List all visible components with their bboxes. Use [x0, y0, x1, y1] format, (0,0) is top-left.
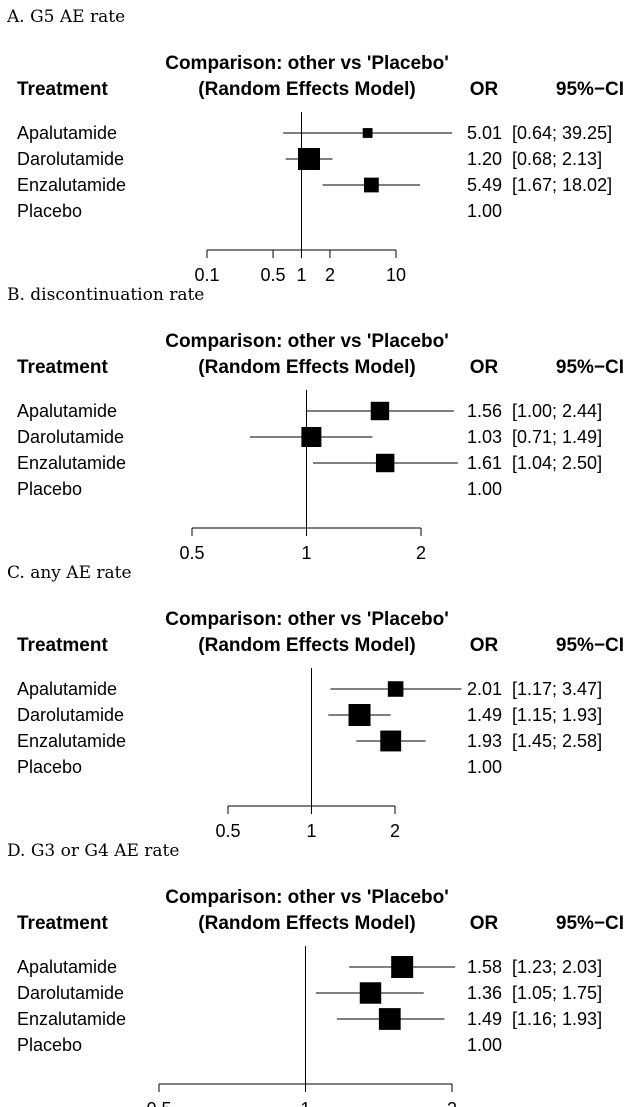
or-value: 1.49 [467, 705, 502, 725]
panel-title: B. discontinuation rate [7, 285, 204, 305]
or-value: 1.00 [467, 1035, 502, 1055]
treatment-column-header: Treatment [17, 79, 108, 100]
comparison-header: Comparison: other vs 'Placebo' [165, 331, 449, 352]
or-value: 1.49 [467, 1009, 502, 1029]
or-value: 1.20 [467, 149, 502, 169]
or-point-box [378, 1008, 401, 1030]
treatment-label: Apalutamide [17, 123, 117, 143]
or-column-header: OR [470, 79, 499, 100]
or-point-box [370, 401, 390, 421]
comparison-header: Comparison: other vs 'Placebo' [165, 609, 449, 630]
ci-column-header: 95%−CI [556, 913, 624, 934]
model-header: (Random Effects Model) [198, 357, 415, 378]
or-point-box [359, 982, 382, 1004]
treatment-column-header: Treatment [17, 357, 108, 378]
or-value: 2.01 [467, 679, 502, 699]
or-value: 1.56 [467, 401, 502, 421]
or-column-header: OR [470, 635, 499, 656]
treatment-label: Placebo [17, 757, 82, 777]
x-tick-label: 0.5 [261, 265, 286, 285]
x-tick-label: 2 [390, 821, 400, 841]
model-header: (Random Effects Model) [198, 79, 415, 100]
treatment-label: Placebo [17, 1035, 82, 1055]
or-value: 1.58 [467, 957, 502, 977]
treatment-label: Darolutamide [17, 149, 124, 169]
ci-column-header: 95%−CI [556, 79, 624, 100]
treatment-column-header: Treatment [17, 913, 108, 934]
or-value: 5.49 [467, 175, 502, 195]
ci-value: [1.00; 2.44] [512, 401, 602, 421]
x-tick-label: 1 [296, 265, 306, 285]
x-tick-label: 2 [447, 1099, 457, 1107]
or-value: 1.61 [467, 453, 502, 473]
or-value: 1.00 [467, 479, 502, 499]
x-tick-label: 2 [416, 543, 426, 563]
x-tick-label: 0.1 [194, 265, 219, 285]
comparison-header: Comparison: other vs 'Placebo' [165, 53, 449, 74]
treatment-label: Enzalutamide [17, 1009, 126, 1029]
x-tick-label: 1 [301, 543, 311, 563]
treatment-label: Apalutamide [17, 957, 117, 977]
x-tick-label: 2 [325, 265, 335, 285]
or-point-box [297, 148, 320, 170]
panel-title: C. any AE rate [7, 563, 132, 583]
ci-value: [1.45; 2.58] [512, 731, 602, 751]
or-point-box [387, 681, 404, 697]
treatment-column-header: Treatment [17, 635, 108, 656]
x-tick-label: 0.5 [146, 1099, 171, 1107]
or-column-header: OR [470, 913, 499, 934]
or-point-box [391, 956, 414, 978]
ci-column-header: 95%−CI [556, 635, 624, 656]
or-column-header: OR [470, 357, 499, 378]
x-tick-label: 0.5 [215, 821, 240, 841]
model-header: (Random Effects Model) [198, 913, 415, 934]
panel-title: D. G3 or G4 AE rate [7, 841, 179, 861]
x-tick-label: 10 [386, 265, 406, 285]
forest-panel: D. G3 or G4 AE rate Comparison: other vs … [7, 841, 624, 1107]
or-value: 1.00 [467, 201, 502, 221]
treatment-label: Placebo [17, 201, 82, 221]
treatment-label: Apalutamide [17, 679, 117, 699]
or-point-box [348, 704, 371, 726]
treatment-label: Darolutamide [17, 983, 124, 1003]
or-value: 1.00 [467, 757, 502, 777]
treatment-label: Enzalutamide [17, 175, 126, 195]
ci-value: [1.16; 1.93] [512, 1009, 602, 1029]
panel-title: A. G5 AE rate [6, 7, 125, 27]
ci-value: [1.04; 2.50] [512, 453, 602, 473]
or-value: 1.36 [467, 983, 502, 1003]
treatment-label: Apalutamide [17, 401, 117, 421]
or-value: 5.01 [467, 123, 502, 143]
treatment-label: Darolutamide [17, 705, 124, 725]
ci-value: [1.15; 1.93] [512, 705, 602, 725]
ci-value: [1.67; 18.02] [512, 175, 612, 195]
ci-value: [1.23; 2.03] [512, 957, 602, 977]
forest-panel: B. discontinuation rate Comparison: other… [7, 285, 624, 563]
treatment-label: Enzalutamide [17, 731, 126, 751]
or-value: 1.93 [467, 731, 502, 751]
or-point-box [301, 427, 322, 447]
or-point-box [362, 128, 373, 138]
treatment-label: Enzalutamide [17, 453, 126, 473]
ci-column-header: 95%−CI [556, 357, 624, 378]
ci-value: [0.68; 2.13] [512, 149, 602, 169]
comparison-header: Comparison: other vs 'Placebo' [165, 887, 449, 908]
x-tick-label: 1 [306, 821, 316, 841]
ci-value: [1.17; 3.47] [512, 679, 602, 699]
ci-value: [0.64; 39.25] [512, 123, 612, 143]
or-point-box [375, 453, 395, 473]
x-tick-label: 1 [300, 1099, 310, 1107]
model-header: (Random Effects Model) [198, 635, 415, 656]
ci-value: [0.71; 1.49] [512, 427, 602, 447]
forest-panel: A. G5 AE rate Comparison: other vs 'Place… [6, 7, 624, 285]
x-tick-label: 0.5 [179, 543, 204, 563]
ci-value: [1.05; 1.75] [512, 983, 602, 1003]
or-point-box [364, 177, 379, 193]
treatment-label: Placebo [17, 479, 82, 499]
or-point-box [380, 730, 402, 752]
or-value: 1.03 [467, 427, 502, 447]
treatment-label: Darolutamide [17, 427, 124, 447]
forest-panel: C. any AE rate Comparison: other vs 'Plac… [7, 563, 624, 841]
